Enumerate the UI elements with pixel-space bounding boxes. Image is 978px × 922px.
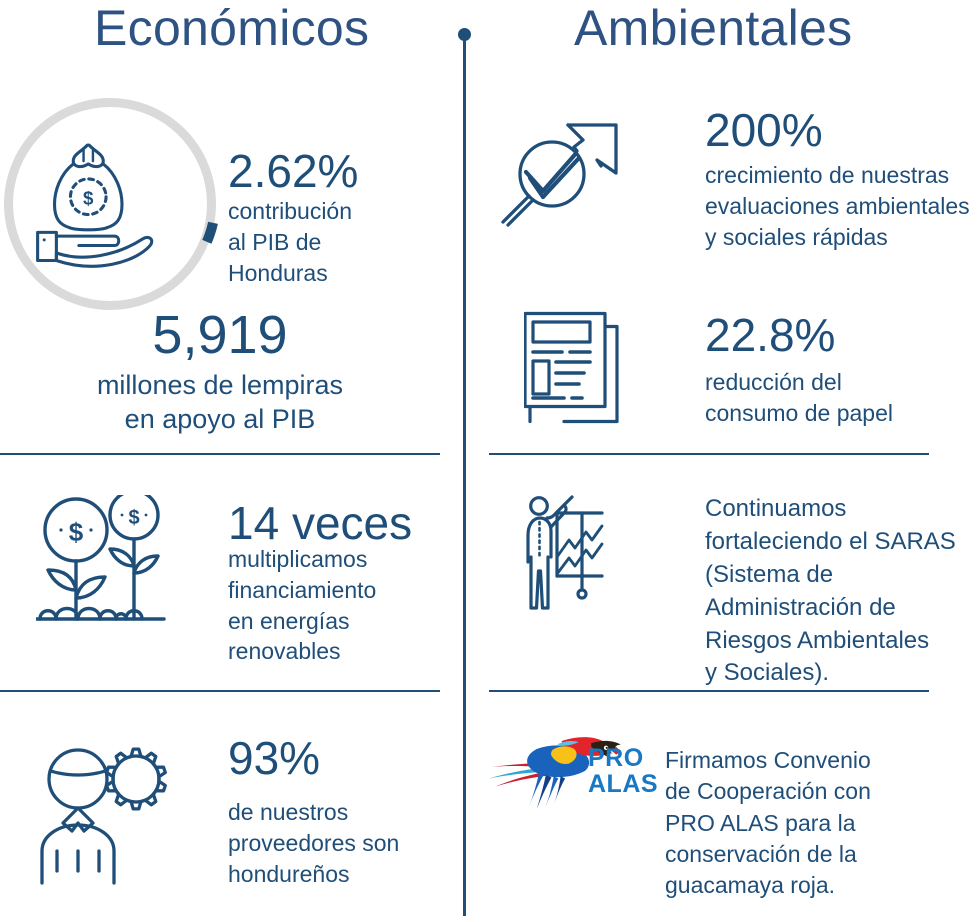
svg-text:$: $ xyxy=(83,187,94,208)
svg-text:$: $ xyxy=(69,517,84,547)
svg-text:$: $ xyxy=(128,507,139,529)
